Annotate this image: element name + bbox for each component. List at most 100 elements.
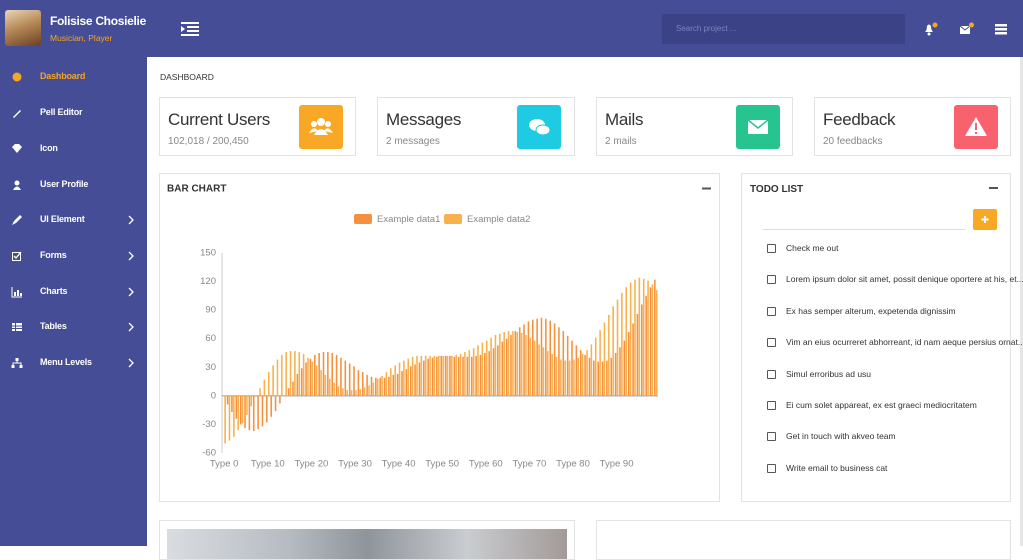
bar xyxy=(390,368,392,396)
settings-icon[interactable] xyxy=(994,22,1008,36)
bar xyxy=(344,360,347,396)
bar xyxy=(525,334,527,396)
menu-item[interactable]: Forms xyxy=(40,250,67,260)
bar xyxy=(224,395,226,444)
menu-item[interactable]: Charts xyxy=(40,286,68,296)
todo-checkbox[interactable] xyxy=(767,432,776,442)
menu-item[interactable]: Dashboard xyxy=(40,71,86,81)
bar xyxy=(466,356,469,396)
bar xyxy=(353,366,355,396)
todo-checkbox[interactable] xyxy=(767,244,776,253)
bar xyxy=(464,352,466,396)
bar xyxy=(233,395,235,437)
collapse-button[interactable] xyxy=(702,187,711,190)
bar xyxy=(551,353,553,396)
bar xyxy=(309,358,312,396)
stat-icon xyxy=(517,105,561,149)
bar xyxy=(616,299,619,396)
todo-checkbox[interactable] xyxy=(767,275,776,285)
todo-item: Lorem ipsum dolor sit amet, possit deniq… xyxy=(786,274,1023,285)
sidebar: Folisise Chosielie Musician, Player Dash… xyxy=(0,0,147,546)
bar xyxy=(571,340,573,396)
bar xyxy=(422,360,425,396)
bar xyxy=(244,395,246,429)
bar xyxy=(642,278,645,396)
bar xyxy=(376,378,379,396)
bar xyxy=(638,277,641,396)
todo-item: Get in touch with akveo team xyxy=(786,431,896,442)
menu-icon xyxy=(11,358,23,368)
stat-title: Mails xyxy=(605,110,644,129)
bar xyxy=(424,355,427,396)
bar xyxy=(492,348,495,396)
search-placeholder: Search project ... xyxy=(676,24,737,33)
x-tick-label: Type 50 xyxy=(425,459,459,470)
menu-item[interactable]: UI Element xyxy=(40,214,85,224)
bar xyxy=(409,366,412,396)
collapse-button[interactable] xyxy=(989,187,998,189)
bar xyxy=(444,355,447,396)
todo-input[interactable] xyxy=(763,229,965,230)
bar xyxy=(235,395,238,419)
todo-checkbox[interactable] xyxy=(767,463,776,473)
search-box[interactable]: Search project ... xyxy=(662,14,905,44)
bar xyxy=(340,357,342,396)
todo-checkbox[interactable] xyxy=(767,338,776,348)
scrollbar xyxy=(1020,57,1023,546)
y-tick-label: -60 xyxy=(202,448,216,459)
bar xyxy=(608,314,610,396)
mail-icon[interactable] xyxy=(959,22,975,36)
bar xyxy=(627,332,630,396)
todo-checkbox[interactable] xyxy=(767,401,776,410)
bar xyxy=(350,390,353,396)
bar xyxy=(298,352,301,396)
chevron xyxy=(128,358,134,368)
bar xyxy=(436,356,438,396)
bar xyxy=(507,331,510,396)
bar xyxy=(501,341,504,396)
bar xyxy=(540,317,543,396)
todo-checkbox[interactable] xyxy=(767,306,776,316)
bar xyxy=(477,345,479,396)
menu-item[interactable]: Tables xyxy=(40,321,67,331)
bar xyxy=(266,395,268,423)
bar xyxy=(315,365,318,396)
todo-checkbox[interactable] xyxy=(767,369,776,379)
stat-sub: 102,018 / 200,450 xyxy=(168,136,249,147)
bar xyxy=(403,360,405,396)
add-button[interactable] xyxy=(973,209,997,230)
bar xyxy=(231,395,233,413)
bar xyxy=(593,360,595,396)
menu-item[interactable]: Menu Levels xyxy=(40,357,92,367)
stat-card: Feedback 20 feedbacks xyxy=(814,97,1011,156)
menu-icon xyxy=(12,144,22,153)
bar xyxy=(545,318,547,396)
bar xyxy=(429,355,431,396)
bar xyxy=(375,377,377,396)
menu-item[interactable]: Icon xyxy=(40,143,58,153)
menu-item[interactable]: User Profile xyxy=(40,179,89,189)
bar xyxy=(446,355,449,396)
bar xyxy=(363,387,366,396)
bar xyxy=(228,395,231,441)
bar xyxy=(272,365,274,396)
bar xyxy=(640,304,643,396)
bar xyxy=(503,332,505,396)
bar xyxy=(612,306,614,396)
chevron xyxy=(128,215,134,225)
avatar[interactable] xyxy=(5,10,41,46)
bar xyxy=(455,354,458,396)
topbar: Search project ... xyxy=(147,0,1023,57)
bar xyxy=(324,374,327,396)
bar xyxy=(333,382,335,396)
menu-item[interactable]: Pell Editor xyxy=(40,107,83,117)
bar xyxy=(392,374,395,396)
menu-toggle[interactable] xyxy=(181,22,199,36)
bar xyxy=(581,353,584,396)
notification-icon[interactable] xyxy=(923,22,939,36)
bar xyxy=(610,357,613,396)
bar xyxy=(475,355,477,396)
bar xyxy=(520,333,523,396)
legend-label: Example data1 xyxy=(377,214,440,225)
menu-icon xyxy=(13,110,21,118)
